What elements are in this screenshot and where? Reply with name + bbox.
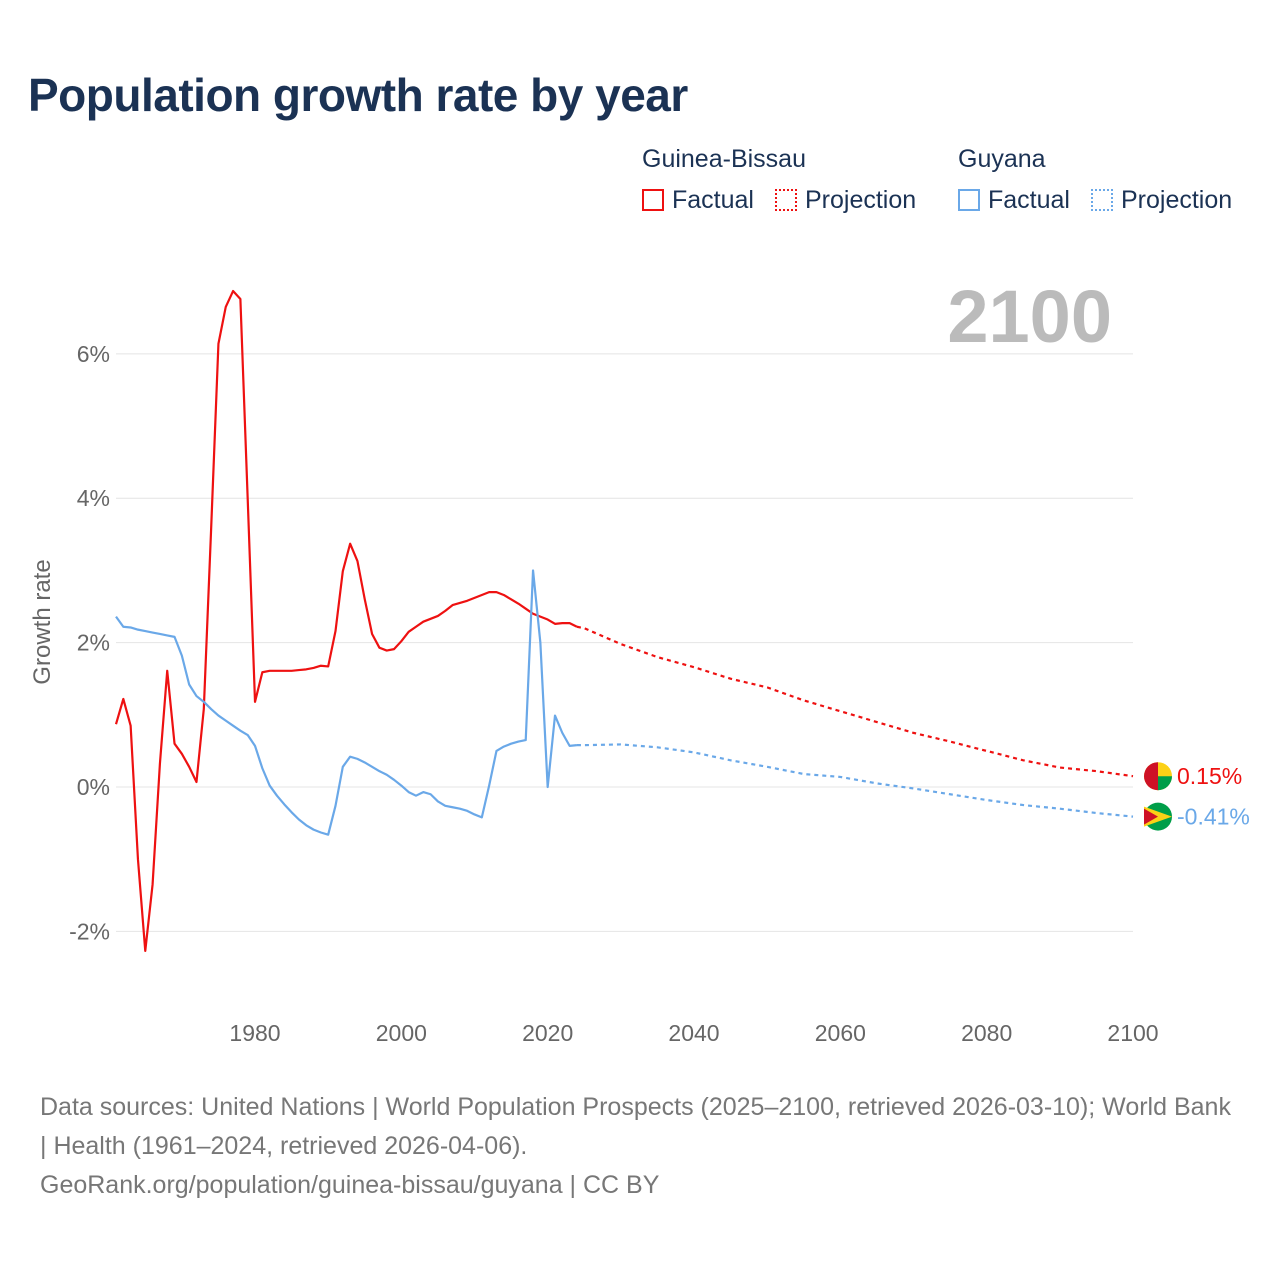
x-tick-label: 2060	[815, 1020, 866, 1046]
y-tick-label: 6%	[77, 341, 110, 367]
chart-title: Population growth rate by year	[28, 69, 688, 121]
credit-link[interactable]: GeoRank.org/population/guinea-bissau/guy…	[40, 1171, 660, 1199]
guyana-projection-line	[576, 743, 1134, 818]
legend-swatch	[1091, 189, 1113, 211]
flag-green	[1158, 776, 1172, 791]
legend-gb-projection[interactable]: Projection	[775, 186, 916, 215]
guinea-bissau-end-label: 0.15%	[1177, 763, 1242, 789]
legend-label: Projection	[1121, 186, 1233, 214]
footer: Data sources: United Nations | World Pop…	[40, 1088, 1240, 1205]
legend-swatch	[775, 189, 797, 211]
y-tick-label: -2%	[69, 918, 110, 944]
x-tick-label: 2040	[668, 1020, 719, 1046]
year-label: 2100	[947, 275, 1112, 358]
legend-group-guinea-bissau: Guinea-Bissau	[642, 145, 806, 173]
flag-red	[1144, 808, 1158, 825]
guinea-bissau-projection-line	[576, 625, 1134, 778]
legend-label: Factual	[988, 186, 1070, 214]
legend-label: Projection	[805, 186, 917, 214]
x-tick-label: 2080	[961, 1020, 1012, 1046]
x-tick-label: 2020	[522, 1020, 573, 1046]
legend-group-guyana: Guyana	[958, 145, 1046, 173]
guinea-bissau-factual-line	[114, 289, 578, 953]
y-tick-label: 4%	[77, 485, 110, 511]
legend-swatch	[642, 189, 664, 211]
x-tick-label: 2100	[1107, 1020, 1158, 1046]
x-tick-label: 1980	[229, 1020, 280, 1046]
y-tick-label: 2%	[77, 630, 110, 656]
guyana-end-label: -0.41%	[1177, 804, 1250, 830]
legend-label: Factual	[672, 186, 754, 214]
legend-gy-projection[interactable]: Projection	[1091, 186, 1232, 215]
data-sources: Data sources: United Nations | World Pop…	[40, 1093, 1231, 1160]
x-tick-label: 2000	[376, 1020, 427, 1046]
plot-area: 2100 Growth rate -2% 0% 2% 4% 6% 1980 2000 2020…	[29, 275, 1250, 1046]
flag-red	[1144, 762, 1158, 791]
y-tick-label: 0%	[77, 774, 110, 800]
legend-gy-factual[interactable]: Factual	[958, 186, 1070, 215]
guyana-flag-icon	[1144, 802, 1172, 831]
legend-swatch	[958, 189, 980, 211]
y-axis-label: Growth rate	[29, 559, 56, 684]
guinea-bissau-flag-icon	[1144, 762, 1172, 791]
legend-gb-factual[interactable]: Factual	[642, 186, 754, 215]
guyana-factual-line	[115, 569, 578, 836]
